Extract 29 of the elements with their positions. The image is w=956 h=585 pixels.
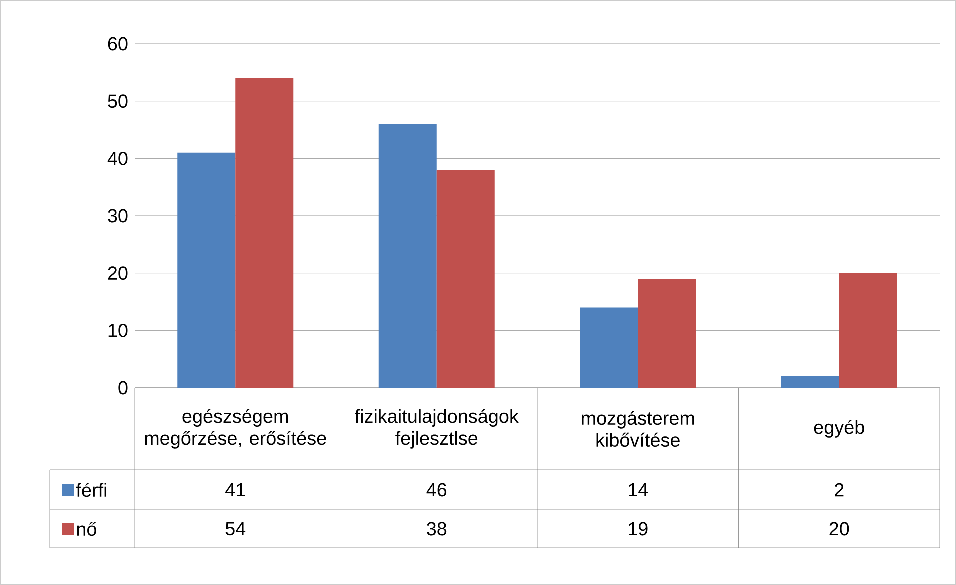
- data-label: 38: [427, 522, 447, 536]
- legend-label: férfi: [76, 482, 106, 498]
- x-tick-label: egyéb: [814, 420, 864, 438]
- x-tick-label: mozgásterem kibővítése: [582, 410, 694, 448]
- legend-label: nő: [77, 522, 97, 536]
- bar: [781, 376, 840, 388]
- y-tick-label: 30: [108, 209, 128, 223]
- bar: [378, 124, 437, 388]
- data-label: 20: [830, 522, 850, 536]
- x-tick-label: fizikaitulajdonságok fejlesztlse: [355, 409, 519, 449]
- bar: [580, 308, 638, 388]
- bar: [178, 152, 236, 388]
- data-label: 19: [629, 522, 648, 536]
- y-tick-label: 10: [108, 324, 128, 338]
- y-tick-label: 60: [108, 37, 128, 51]
- bar: [638, 279, 696, 388]
- y-tick-label: 0: [118, 381, 128, 395]
- bar: [236, 78, 294, 388]
- data-label: 46: [426, 483, 447, 497]
- y-tick-label: 20: [108, 266, 128, 280]
- data-label: 2: [835, 483, 844, 497]
- data-label: 54: [226, 522, 246, 536]
- y-tick-label: 50: [108, 94, 128, 108]
- bar: [839, 273, 898, 388]
- x-tick-label: egészségem megőrzése, erősítése: [145, 409, 326, 449]
- data-label: 14: [629, 483, 648, 497]
- y-tick-label: 40: [108, 152, 128, 166]
- bar: [436, 170, 495, 388]
- data-label: 41: [226, 483, 246, 497]
